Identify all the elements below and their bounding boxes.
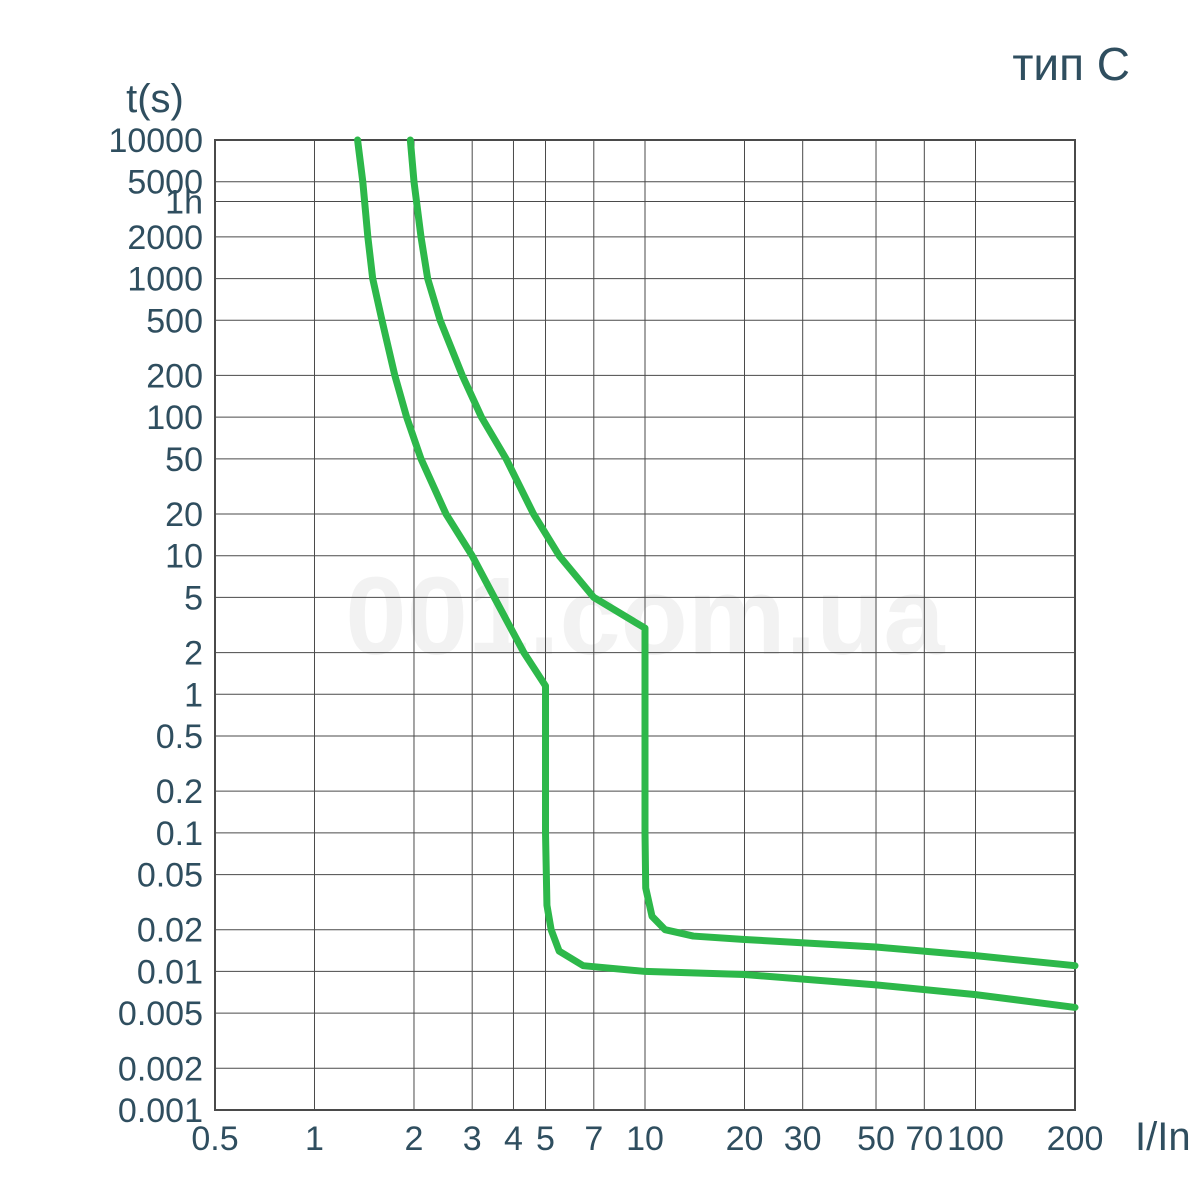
y-tick-label: 200 bbox=[146, 357, 203, 395]
y-tick-label: 1 bbox=[184, 676, 203, 714]
y-tick-label: 1000 bbox=[127, 261, 203, 299]
chart-svg: 001.com.ua0.5123457102030507010020010000… bbox=[0, 0, 1200, 1200]
x-tick-label: 5 bbox=[536, 1120, 555, 1158]
x-tick-label: 200 bbox=[1047, 1120, 1104, 1158]
y-tick-label: 100 bbox=[146, 399, 203, 437]
y-tick-label: 1h bbox=[165, 183, 203, 221]
x-tick-label: 4 bbox=[504, 1120, 523, 1158]
y-tick-label: 500 bbox=[146, 302, 203, 340]
x-tick-label: 50 bbox=[857, 1120, 895, 1158]
y-tick-label: 0.5 bbox=[156, 718, 203, 756]
x-tick-label: 30 bbox=[784, 1120, 822, 1158]
y-tick-label: 0.1 bbox=[156, 815, 203, 853]
x-tick-label: 2 bbox=[405, 1120, 424, 1158]
y-tick-label: 0.05 bbox=[137, 857, 203, 895]
y-tick-label: 0.002 bbox=[118, 1050, 203, 1088]
y-tick-label: 10 bbox=[165, 538, 203, 576]
x-axis-label: I/In bbox=[1135, 1115, 1191, 1159]
y-tick-label: 50 bbox=[165, 441, 203, 479]
y-tick-label: 5 bbox=[184, 579, 203, 617]
x-tick-label: 70 bbox=[905, 1120, 943, 1158]
trip-curve-chart: 001.com.ua0.5123457102030507010020010000… bbox=[0, 0, 1200, 1200]
y-tick-label: 2 bbox=[184, 635, 203, 673]
y-axis-label: t(s) bbox=[126, 77, 184, 121]
x-tick-label: 10 bbox=[626, 1120, 664, 1158]
y-tick-label: 0.01 bbox=[137, 953, 203, 991]
x-tick-label: 7 bbox=[584, 1120, 603, 1158]
y-tick-label: 2000 bbox=[127, 219, 203, 257]
x-tick-label: 100 bbox=[947, 1120, 1004, 1158]
y-tick-label: 0.2 bbox=[156, 773, 203, 811]
y-tick-label: 0.005 bbox=[118, 995, 203, 1033]
y-tick-label: 0.02 bbox=[137, 912, 203, 950]
chart-title: тип C bbox=[1012, 38, 1130, 90]
x-tick-label: 20 bbox=[726, 1120, 764, 1158]
y-tick-label: 20 bbox=[165, 496, 203, 534]
y-tick-label: 0.001 bbox=[118, 1092, 203, 1130]
x-tick-label: 3 bbox=[463, 1120, 482, 1158]
y-tick-label: 10000 bbox=[108, 122, 203, 160]
x-tick-label: 1 bbox=[305, 1120, 324, 1158]
